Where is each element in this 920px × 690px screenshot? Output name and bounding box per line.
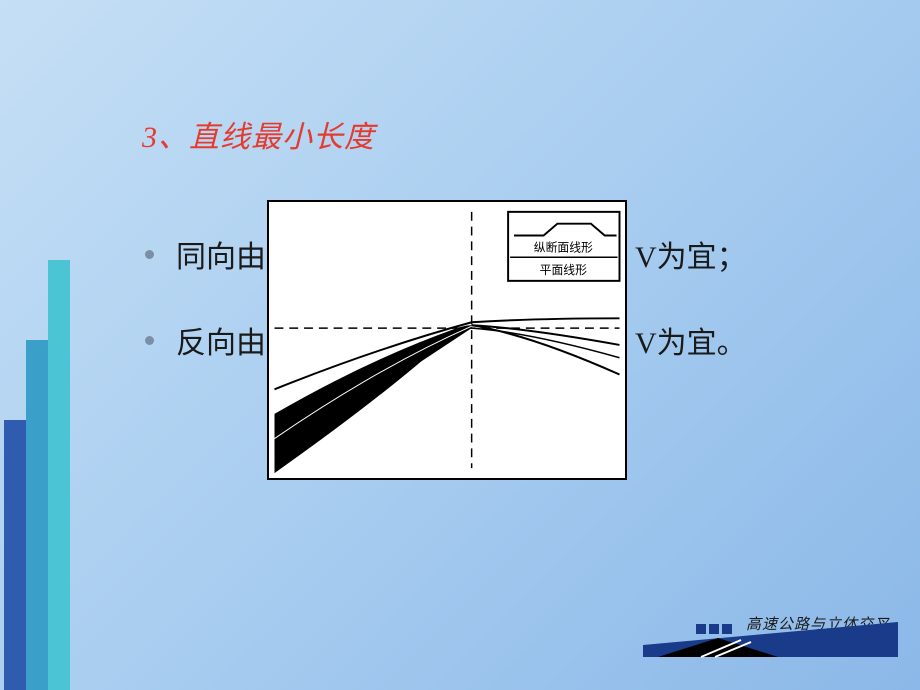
- sidebar-bar-1: [48, 260, 70, 690]
- sidebar-bar-2: [26, 340, 48, 690]
- label-plan: 平面线形: [540, 263, 587, 277]
- bullet-2: 反向由: [145, 318, 266, 362]
- bullet-2-suffix: V为宜。: [635, 318, 747, 362]
- bullet-1: 同向由: [145, 232, 266, 276]
- sidebar-bar-3: [4, 420, 26, 690]
- label-profile: 纵断面线形: [534, 240, 593, 254]
- road-diagram-svg: 纵断面线形 平面线形: [269, 202, 625, 478]
- footer-logo: [643, 610, 898, 672]
- bullet-dot-icon: [145, 250, 154, 259]
- bullet-2-prefix: 反向由: [176, 318, 266, 362]
- bullet-1-prefix: 同向由: [176, 232, 266, 276]
- slide-title: 3、直线最小长度: [142, 112, 375, 156]
- sidebar-bars: [0, 0, 95, 690]
- bullet-dot-icon: [145, 336, 154, 345]
- road-diagram: 纵断面线形 平面线形: [267, 200, 627, 480]
- bullet-1-suffix: V为宜；: [635, 232, 747, 276]
